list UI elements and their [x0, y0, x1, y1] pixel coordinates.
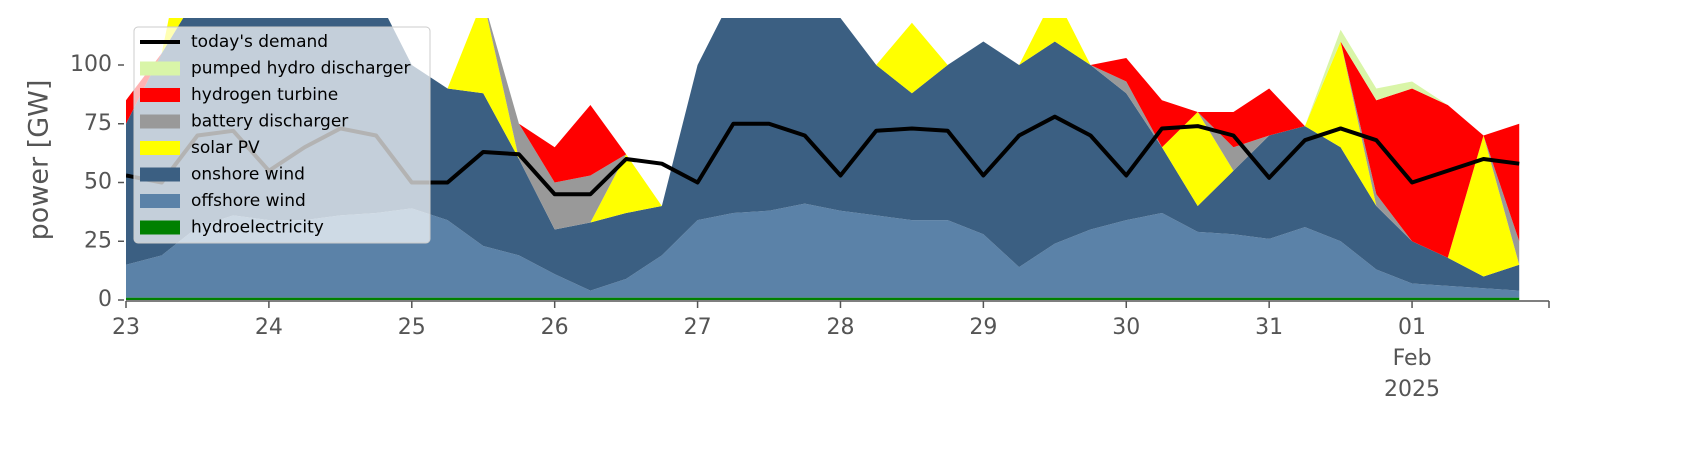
area — [126, 18, 1520, 277]
area — [126, 203, 1520, 298]
legend-label: offshore wind — [191, 191, 306, 211]
legend-swatch — [140, 88, 180, 102]
x-tick-label: 26 — [541, 315, 569, 340]
x-tick-label: 27 — [684, 315, 712, 340]
x-tick-label: 24 — [255, 315, 283, 340]
legend-label: battery discharger — [191, 112, 348, 132]
legend-swatch — [140, 61, 180, 76]
legend-swatch — [140, 114, 180, 129]
x-tick-label: 30 — [1112, 315, 1140, 340]
legend-label: onshore wind — [191, 165, 305, 185]
x-tick-label: 31 — [1255, 315, 1283, 340]
x-tick-label: 2025 — [1384, 377, 1440, 402]
legend-label: hydrogen turbine — [191, 85, 338, 105]
x-tick-label: 23 — [112, 315, 140, 340]
x-tick-label: 25 — [398, 315, 426, 340]
legend-swatch — [140, 167, 180, 182]
x-tick-label: Feb — [1393, 346, 1432, 371]
y-axis-label: power [GW] — [24, 80, 55, 241]
x-tick-label: 28 — [826, 315, 854, 340]
legend-label: today's demand — [191, 32, 328, 52]
legend-label: pumped hydro discharger — [191, 59, 410, 79]
x-tick-label: 01 — [1398, 315, 1426, 340]
x-tick-label: 29 — [969, 315, 997, 340]
y-tick-label: 25 — [84, 228, 112, 253]
legend-swatch — [140, 141, 180, 155]
y-tick-label: 75 — [84, 111, 112, 136]
legend-swatch — [140, 194, 180, 208]
y-tick-label: 50 — [84, 170, 112, 195]
y-tick-label: 0 — [98, 287, 112, 312]
area — [126, 18, 1520, 258]
legend-label: hydroelectricity — [191, 218, 324, 238]
legend-box — [133, 26, 431, 244]
legend-swatch — [140, 220, 180, 235]
axes: 0 25 50 75 100 23 24 25 26 27 28 29 30 31 01 Feb 2025 — [70, 52, 1550, 402]
legend-label: solar PV — [191, 138, 260, 158]
legend: today's demand pumped hydro discharger hyd… — [133, 26, 431, 244]
area — [126, 297, 1520, 300]
y-tick-label: 100 — [70, 52, 112, 77]
